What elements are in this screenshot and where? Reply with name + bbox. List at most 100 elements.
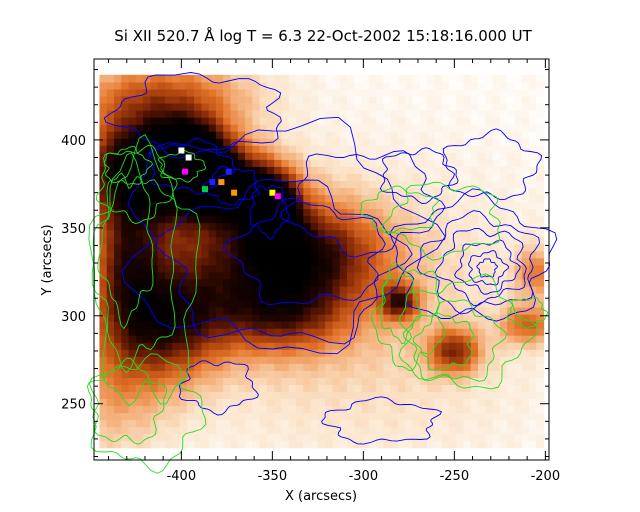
heatmap-cell bbox=[245, 426, 253, 435]
heatmap-cell bbox=[296, 278, 304, 287]
heatmap-cell bbox=[114, 405, 122, 414]
heatmap-cell bbox=[339, 236, 348, 245]
heatmap-cell bbox=[114, 124, 122, 132]
heatmap-cell bbox=[201, 363, 210, 371]
heatmap-cell bbox=[346, 306, 355, 315]
heatmap-cell bbox=[427, 173, 435, 181]
heatmap-cell bbox=[434, 201, 443, 210]
heatmap-cell bbox=[186, 356, 195, 364]
heatmap-cell bbox=[259, 412, 268, 421]
heatmap-cell bbox=[252, 384, 261, 393]
heatmap-cell bbox=[317, 222, 326, 231]
heatmap-cell bbox=[288, 208, 297, 217]
heatmap-cell bbox=[186, 405, 195, 414]
heatmap-cell bbox=[412, 236, 421, 245]
heatmap-cell bbox=[245, 321, 253, 329]
heatmap-cell bbox=[499, 328, 508, 336]
heatmap-cell bbox=[215, 201, 224, 210]
heatmap-cell bbox=[383, 440, 392, 449]
heatmap-cell bbox=[441, 349, 450, 357]
heatmap-cell bbox=[514, 152, 523, 160]
heatmap-cell bbox=[99, 250, 108, 259]
heatmap-cell bbox=[237, 95, 246, 104]
heatmap-cell bbox=[463, 180, 472, 188]
heatmap-cell bbox=[274, 321, 283, 329]
heatmap-cell bbox=[296, 321, 304, 329]
heatmap-cell bbox=[397, 95, 406, 104]
heatmap-cell bbox=[478, 419, 486, 428]
heatmap-cell bbox=[135, 349, 144, 357]
heatmap-cell bbox=[325, 194, 334, 203]
heatmap-cell bbox=[354, 271, 363, 280]
heatmap-cell bbox=[456, 229, 465, 238]
heatmap-cell bbox=[245, 398, 253, 407]
heatmap-cell bbox=[128, 412, 137, 421]
heatmap-cell bbox=[419, 173, 428, 181]
heatmap-cell bbox=[106, 74, 115, 83]
heatmap-cell bbox=[245, 180, 253, 188]
heatmap-cell bbox=[179, 377, 188, 385]
heatmap-cell bbox=[157, 229, 166, 238]
heatmap-cell bbox=[478, 124, 486, 132]
heatmap-cell bbox=[346, 264, 355, 273]
heatmap-cell bbox=[201, 278, 210, 287]
heatmap-cell bbox=[434, 250, 443, 259]
heatmap-cell bbox=[317, 215, 326, 224]
heatmap-cell bbox=[164, 243, 173, 252]
heatmap-cell bbox=[172, 194, 181, 203]
heatmap-cell bbox=[507, 81, 516, 90]
heatmap-cell bbox=[354, 194, 363, 203]
heatmap-cell bbox=[376, 335, 384, 343]
heatmap-cell bbox=[194, 264, 202, 273]
heatmap-cell bbox=[121, 180, 130, 188]
heatmap-cell bbox=[492, 152, 501, 160]
heatmap-cell bbox=[274, 74, 283, 83]
heatmap-cell bbox=[368, 271, 377, 280]
heatmap-cell bbox=[346, 426, 355, 435]
heatmap-cell bbox=[368, 152, 377, 160]
heatmap-cell bbox=[448, 328, 457, 336]
heatmap-cell bbox=[186, 250, 195, 259]
heatmap-cell bbox=[296, 236, 304, 245]
saturated-pixel bbox=[209, 179, 216, 186]
heatmap-cell bbox=[303, 152, 312, 160]
heatmap-cell bbox=[463, 349, 472, 357]
heatmap-cell bbox=[201, 208, 210, 217]
heatmap-cell bbox=[208, 285, 217, 294]
heatmap-cell bbox=[274, 88, 283, 97]
heatmap-cell bbox=[376, 88, 384, 97]
heatmap-cell bbox=[128, 405, 137, 414]
heatmap-cell bbox=[317, 257, 326, 266]
heatmap-cell bbox=[223, 391, 232, 400]
heatmap-cell bbox=[478, 278, 486, 287]
heatmap-cell bbox=[390, 110, 399, 118]
heatmap-cell bbox=[237, 194, 246, 203]
heatmap-cell bbox=[485, 321, 494, 329]
heatmap-cell bbox=[346, 159, 355, 167]
heatmap-cell bbox=[368, 440, 377, 449]
heatmap-cell bbox=[325, 250, 334, 259]
heatmap-cell bbox=[419, 95, 428, 104]
heatmap-cell bbox=[157, 243, 166, 252]
heatmap-cell bbox=[194, 342, 202, 350]
heatmap-cell bbox=[325, 81, 334, 90]
heatmap-cell bbox=[179, 349, 188, 357]
heatmap-cell bbox=[427, 208, 435, 217]
heatmap-cell bbox=[150, 440, 159, 449]
heatmap-cell bbox=[114, 250, 122, 259]
heatmap-cell bbox=[223, 145, 232, 153]
heatmap-cell bbox=[441, 117, 450, 125]
heatmap-cell bbox=[128, 215, 137, 224]
heatmap-cell bbox=[281, 257, 290, 266]
heatmap-cell bbox=[397, 391, 406, 400]
heatmap-cell bbox=[427, 117, 435, 125]
heatmap-cell bbox=[463, 201, 472, 210]
heatmap-cell bbox=[456, 131, 465, 139]
heatmap-cell bbox=[412, 433, 421, 442]
heatmap-cell bbox=[128, 419, 137, 428]
heatmap-cell bbox=[463, 74, 472, 83]
y-axis-label: Y (arcsecs) bbox=[40, 224, 55, 296]
heatmap-cell bbox=[106, 271, 115, 280]
heatmap-cell bbox=[223, 306, 232, 315]
heatmap-cell bbox=[237, 377, 246, 385]
